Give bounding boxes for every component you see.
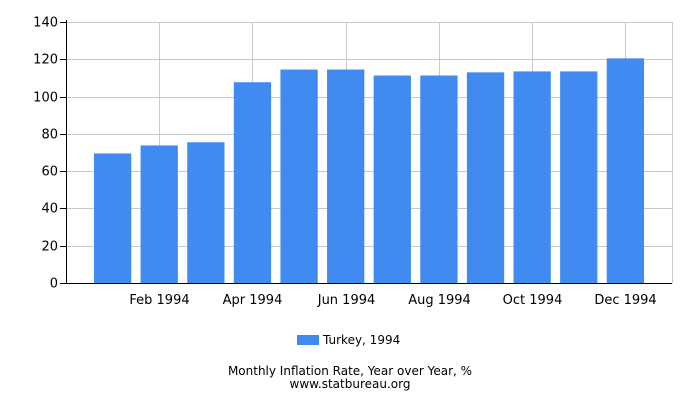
- bar: [373, 75, 411, 283]
- bar: [606, 58, 645, 283]
- bar: [93, 153, 132, 283]
- legend-swatch: [297, 335, 319, 345]
- bar: [140, 145, 178, 283]
- y-tick-label: 140: [33, 16, 58, 31]
- y-tick-label: 0: [50, 277, 58, 292]
- bar: [466, 72, 505, 283]
- bar: [420, 75, 458, 283]
- x-tick-label: Feb 1994: [129, 293, 189, 308]
- x-tick-label: Jun 1994: [317, 293, 376, 308]
- legend: Turkey, 1994: [297, 333, 400, 347]
- x-tick-label: Aug 1994: [408, 293, 471, 308]
- y-tick-label: 60: [41, 165, 58, 180]
- chart-caption: Monthly Inflation Rate, Year over Year, …: [227, 364, 473, 378]
- y-tick-label: 80: [41, 128, 58, 143]
- legend-label: Turkey, 1994: [323, 333, 401, 347]
- x-tick-label: Apr 1994: [223, 293, 283, 308]
- y-tick-label: 100: [33, 91, 58, 106]
- bar: [280, 69, 318, 284]
- y-tick-label: 120: [33, 53, 58, 68]
- bar: [513, 71, 551, 284]
- bar: [560, 71, 598, 284]
- bar-chart: 0 20 40 60 80 100 120 140 Feb 1994 Apr 1994 Jun 19…: [33, 16, 673, 308]
- source-link[interactable]: www.statbureau.org: [289, 377, 411, 391]
- bar: [233, 82, 272, 283]
- y-tick-label: 20: [41, 240, 58, 255]
- x-tick-label: Dec 1994: [594, 293, 656, 308]
- bar: [187, 142, 225, 283]
- x-tick-label: Oct 1994: [503, 293, 563, 308]
- bar: [327, 69, 365, 284]
- y-tick-label: 40: [41, 202, 58, 217]
